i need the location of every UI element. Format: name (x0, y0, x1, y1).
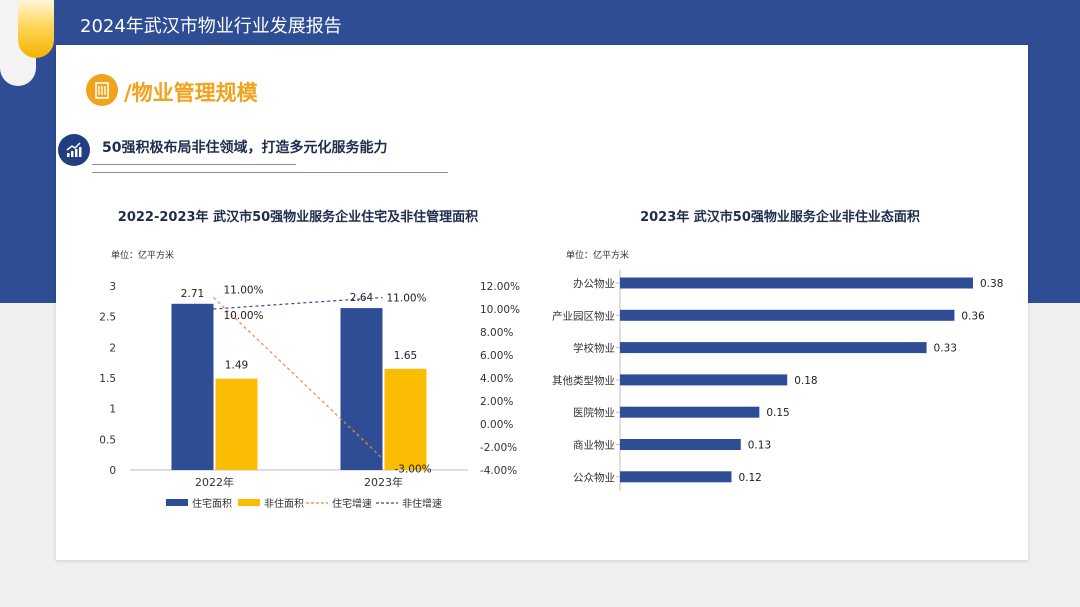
category-label: 学校物业 (573, 342, 615, 355)
legend-swatch (238, 499, 260, 506)
line-value-label: 10.00% (224, 310, 264, 322)
chart1-title: 2022-2023年 武汉市50强物业服务企业住宅及非住管理面积 (118, 209, 478, 225)
right-axis-tick: 6.00% (480, 350, 513, 362)
x-axis-category-label: 2023年 (364, 475, 403, 489)
hbar-其他类型物业 (620, 374, 788, 386)
trend-chart-icon (58, 134, 90, 166)
right-axis-tick: 12.00% (480, 281, 520, 293)
line-住宅增速 (213, 297, 383, 459)
hbar-value-label: 0.33 (934, 343, 957, 355)
left-axis-tick: 3 (109, 281, 116, 293)
hbar-value-label: 0.18 (794, 375, 817, 387)
hbar-办公物业 (620, 277, 973, 289)
corner-tab-accent (18, 0, 54, 58)
right-axis-tick: -2.00% (480, 442, 517, 454)
legend-label: 非住面积 (264, 497, 304, 510)
legend-swatch (166, 499, 188, 506)
chart2-unit-label: 单位：亿平方米 (566, 249, 629, 261)
line-value-label: 11.00% (224, 285, 264, 297)
right-axis-tick: 10.00% (480, 304, 520, 316)
hbar-学校物业 (620, 342, 927, 354)
section-title: /物业管理规模 (124, 81, 258, 105)
line-value-label: 11.00% (387, 293, 427, 305)
bar-住宅面积 (171, 303, 214, 470)
line-value-label: -3.00% (395, 464, 432, 476)
legend-label: 住宅面积 (192, 497, 232, 510)
hbar-公众物业 (620, 471, 732, 483)
category-label: 公众物业 (573, 471, 615, 484)
left-axis-tick: 0 (109, 465, 116, 477)
hbar-医院物业 (620, 406, 760, 418)
chart2-title: 2023年 武汉市50强物业服务企业非住业态面积 (640, 209, 920, 225)
hbar-商业物业 (620, 439, 741, 450)
bar-value-label: 1.49 (225, 360, 248, 372)
right-axis-tick: 8.00% (480, 327, 513, 339)
subtitle-divider (92, 172, 448, 173)
bar-value-label: 2.64 (350, 292, 374, 304)
left-axis-tick: 2 (109, 342, 116, 354)
left-axis-tick: 1 (109, 404, 116, 416)
bar-value-label: 2.71 (181, 288, 204, 300)
left-axis-tick: 2.5 (99, 312, 116, 324)
right-axis-tick: 2.00% (480, 396, 513, 408)
bar-非住面积 (384, 368, 427, 470)
line-非住增速 (213, 296, 383, 310)
category-label: 办公物业 (573, 277, 615, 290)
building-icon (86, 74, 118, 106)
hbar-value-label: 0.12 (738, 472, 761, 484)
category-label: 商业物业 (573, 439, 615, 452)
legend-label: 住宅增速 (332, 497, 372, 510)
bar-value-label: 1.65 (394, 350, 417, 362)
hbar-value-label: 0.38 (980, 278, 1003, 290)
subsection-title: 50强积极布局非住领域，打造多元化服务能力 (102, 140, 388, 156)
hbar-value-label: 0.36 (961, 310, 985, 322)
page-title: 2024年武汉市物业行业发展报告 (80, 16, 342, 37)
category-label: 医院物业 (573, 406, 615, 419)
right-axis-tick: 0.00% (480, 419, 513, 431)
left-axis-tick: 1.5 (99, 373, 116, 385)
right-axis-tick: -4.00% (480, 465, 517, 477)
hbar-value-label: 0.15 (766, 407, 789, 419)
hbar-产业园区物业 (620, 309, 955, 321)
legend-label: 非住增速 (402, 497, 442, 510)
bar-非住面积 (340, 308, 383, 470)
category-label: 其他类型物业 (552, 374, 615, 387)
right-axis-tick: 4.00% (480, 373, 513, 385)
subtitle-underline (92, 164, 296, 165)
category-label: 产业园区物业 (552, 309, 615, 322)
hbar-value-label: 0.13 (748, 440, 771, 452)
chart1-unit-label: 单位：亿平方米 (111, 249, 174, 261)
x-axis-category-label: 2022年 (195, 475, 234, 489)
bar-住宅面积 (215, 378, 258, 470)
left-axis-tick: 0.5 (99, 434, 116, 446)
